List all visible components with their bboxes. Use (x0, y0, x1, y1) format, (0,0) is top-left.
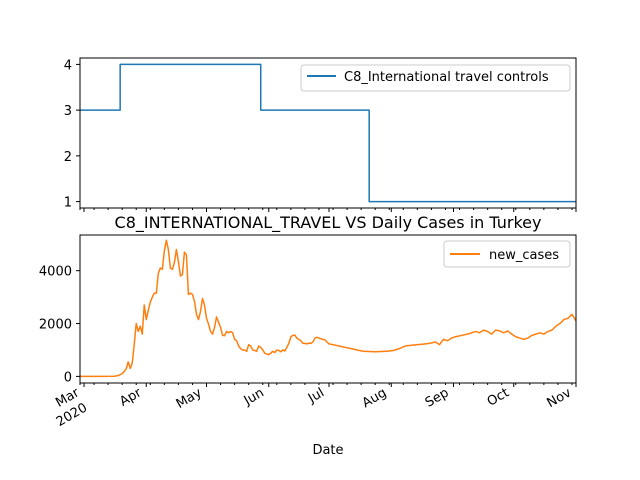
bottom-y-axis-ticks: 0 2000 4000 (39, 265, 80, 385)
top-series-line (80, 63, 576, 203)
bottom-plot-frame (79, 234, 577, 384)
bottom-legend-box (443, 240, 571, 268)
bottom-x-tick-label: Jul (305, 385, 327, 406)
bottom-y-tick-label: 4000 (39, 265, 72, 280)
top-plot-frame (79, 57, 577, 209)
bottom-legend-label: new_cases (489, 248, 559, 263)
bottom-y-tick-label: 0 (64, 370, 72, 385)
top-series-lines (80, 63, 576, 203)
top-y-tick-label: 4 (64, 58, 72, 73)
top-y-tick-label: 1 (64, 196, 72, 211)
travel-controls-subplot: 1 2 3 4 C8_International travel controls (64, 57, 577, 212)
top-legend-label: C8_International travel controls (344, 70, 549, 85)
bottom-legend: new_cases (443, 240, 571, 268)
top-y-axis-ticks: 1 2 3 4 (64, 58, 80, 211)
top-y-tick-label: 2 (64, 150, 72, 165)
chart-title: C8_INTERNATIONAL_TRAVEL VS Daily Cases i… (115, 213, 542, 233)
bottom-series-line (80, 239, 577, 378)
top-legend: C8_International travel controls (300, 64, 571, 92)
x-axis-label: Date (312, 443, 343, 458)
top-legend-box (300, 64, 571, 92)
top-y-tick-label: 3 (64, 104, 72, 119)
bottom-series-lines (80, 239, 577, 378)
bottom-y-tick-label: 2000 (39, 318, 72, 333)
